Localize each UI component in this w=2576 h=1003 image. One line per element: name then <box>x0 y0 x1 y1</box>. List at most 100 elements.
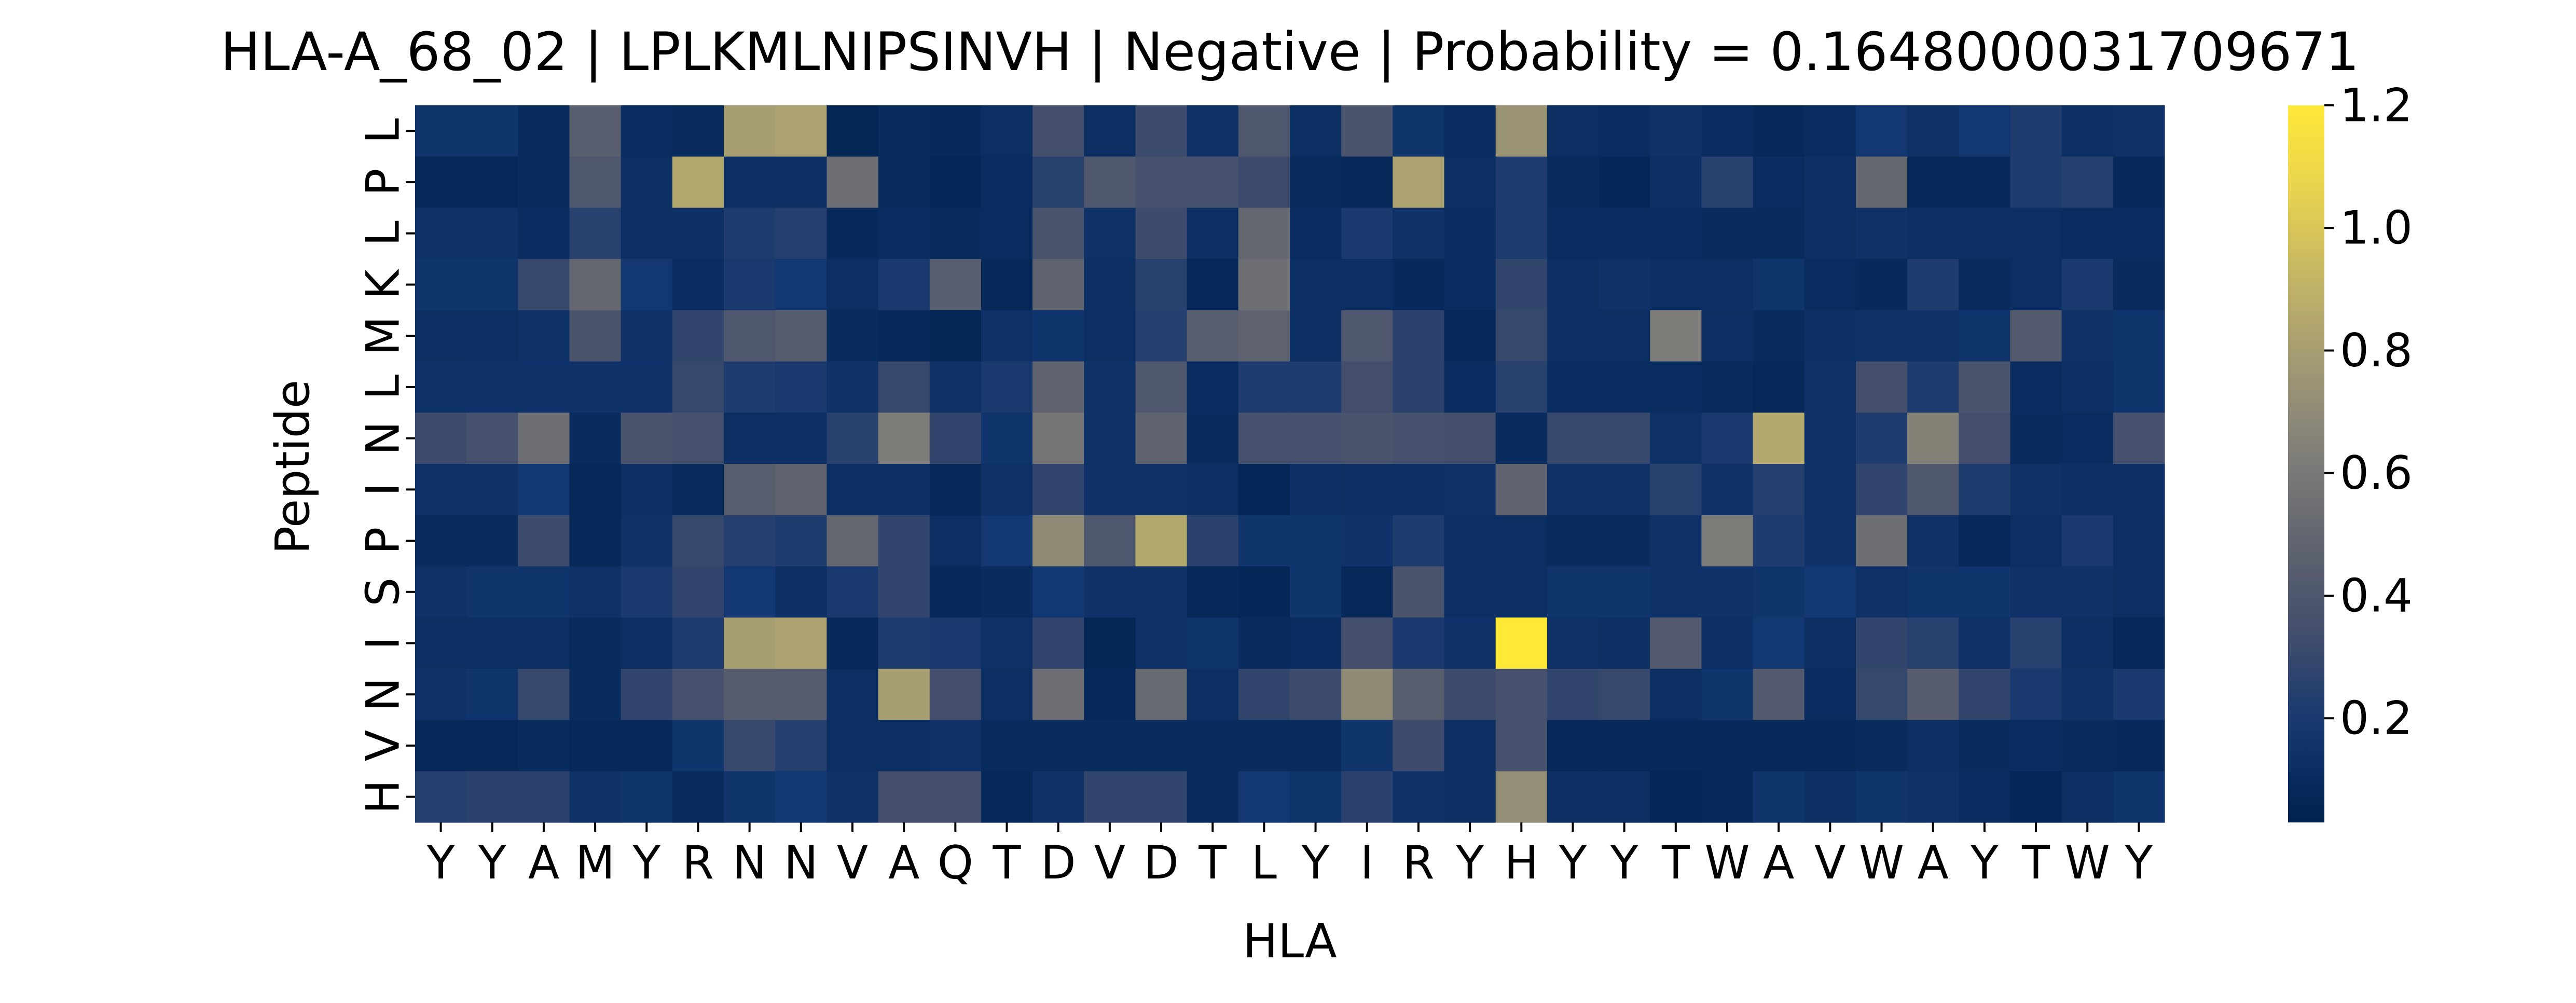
heatmap-cell <box>1599 259 1650 311</box>
x-tick-label: A <box>1918 836 1949 889</box>
heatmap-cell <box>672 310 724 362</box>
heatmap-cell <box>1444 413 1496 464</box>
y-tick-label: L <box>356 118 410 144</box>
heatmap-cell <box>826 464 879 516</box>
heatmap-cell <box>1855 310 1908 362</box>
heatmap-cell <box>929 464 982 516</box>
heatmap-cell <box>1238 156 1290 209</box>
heatmap-cell <box>2113 156 2165 209</box>
heatmap-cell <box>466 259 518 311</box>
heatmap-cell <box>1753 720 1805 772</box>
heatmap-cell <box>878 771 930 823</box>
heatmap-cell <box>1444 208 1496 259</box>
heatmap-cell <box>1341 105 1393 157</box>
heatmap-cell <box>2061 464 2114 516</box>
heatmap-cell <box>1907 720 1959 772</box>
heatmap-cell <box>1959 464 2011 516</box>
heatmap-cell <box>1804 259 1856 311</box>
heatmap-cell <box>981 156 1033 209</box>
heatmap-cell <box>2010 259 2062 311</box>
heatmap-cell <box>1238 771 1290 823</box>
heatmap-cell <box>621 208 673 259</box>
heatmap-cell <box>1135 668 1188 721</box>
heatmap-cell <box>1701 259 1754 311</box>
heatmap-cell <box>1393 156 1445 209</box>
heatmap-cell <box>1393 259 1445 311</box>
heatmap-cell <box>1650 668 1702 721</box>
heatmap-cell <box>672 720 724 772</box>
heatmap-cell <box>981 464 1033 516</box>
heatmap-cell <box>672 464 724 516</box>
heatmap-cell <box>1341 668 1393 721</box>
heatmap-cell <box>981 720 1033 772</box>
heatmap-cell <box>1701 617 1754 669</box>
heatmap-cell <box>1187 566 1239 618</box>
heatmap-cell <box>1495 771 1548 823</box>
x-tick-label: T <box>993 836 1022 889</box>
heatmap-cell <box>1855 617 1908 669</box>
heatmap-cell <box>2061 771 2114 823</box>
heatmap-cell <box>1547 617 1599 669</box>
heatmap-cell <box>1495 413 1548 464</box>
heatmap-cell <box>1701 515 1754 567</box>
heatmap-cell <box>1959 413 2011 464</box>
heatmap-cell <box>1547 413 1599 464</box>
heatmap-cell <box>2010 310 2062 362</box>
heatmap-cell <box>981 208 1033 259</box>
heatmap-cell <box>826 668 879 721</box>
heatmap-cell <box>1032 413 1084 464</box>
heatmap-cell <box>1238 617 1290 669</box>
x-tick-label: A <box>888 836 919 889</box>
x-tick-label: N <box>784 836 818 889</box>
heatmap-cell <box>466 720 518 772</box>
heatmap-cell <box>2061 259 2114 311</box>
heatmap-cell <box>518 310 570 362</box>
heatmap-cell <box>1495 464 1548 516</box>
heatmap-cell <box>1444 668 1496 721</box>
heatmap-cell <box>569 208 622 259</box>
heatmap-cell <box>1804 156 1856 209</box>
heatmap-cell <box>1290 259 1342 311</box>
heatmap-cell <box>1804 208 1856 259</box>
heatmap-cell <box>1753 259 1805 311</box>
heatmap-cell <box>878 259 930 311</box>
heatmap-cell <box>1290 310 1342 362</box>
colorbar-tick-label: 0.2 <box>2340 692 2413 745</box>
heatmap-cell <box>981 259 1033 311</box>
heatmap-cell <box>1341 208 1393 259</box>
heatmap-cell <box>1753 361 1805 413</box>
x-tick-label: Y <box>1610 836 1638 889</box>
x-tick-label: Y <box>2125 836 2153 889</box>
heatmap-cell <box>466 310 518 362</box>
x-tick-label: D <box>1144 836 1179 889</box>
heatmap-cell <box>2113 361 2165 413</box>
heatmap-cell <box>1753 413 1805 464</box>
heatmap-cell <box>1444 566 1496 618</box>
heatmap-cell <box>518 259 570 311</box>
heatmap-cell <box>929 105 982 157</box>
heatmap-cell <box>1135 464 1188 516</box>
heatmap-cell <box>1032 310 1084 362</box>
heatmap-cell <box>2113 617 2165 669</box>
x-tick-label: Q <box>938 836 973 889</box>
heatmap-cell <box>775 668 828 721</box>
heatmap-cell <box>1393 668 1445 721</box>
heatmap-cell <box>1804 310 1856 362</box>
heatmap-cell <box>1135 361 1188 413</box>
heatmap-cell <box>1855 771 1908 823</box>
heatmap-cell <box>1135 720 1188 772</box>
heatmap-cell <box>415 464 467 516</box>
heatmap-cell <box>2010 464 2062 516</box>
heatmap-cell <box>1855 208 1908 259</box>
heatmap-cell <box>415 668 467 721</box>
heatmap-cell <box>1547 259 1599 311</box>
heatmap-cell <box>1599 105 1650 157</box>
heatmap-cell <box>1804 566 1856 618</box>
heatmap-cell <box>2010 515 2062 567</box>
heatmap-cell <box>518 156 570 209</box>
heatmap-cell <box>1495 310 1548 362</box>
heatmap-cell <box>1290 464 1342 516</box>
heatmap-cell <box>1547 668 1599 721</box>
heatmap-cell <box>1959 105 2011 157</box>
